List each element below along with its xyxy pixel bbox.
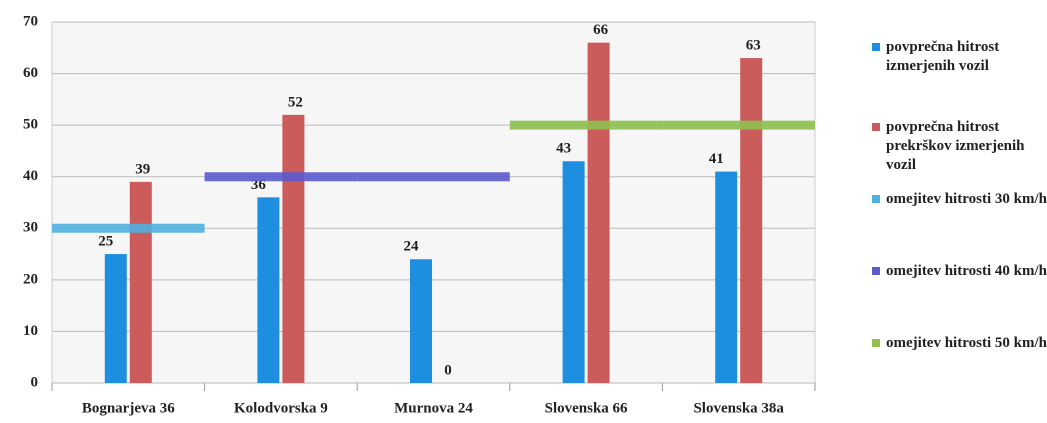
- data-label: 41: [709, 151, 724, 167]
- data-label: 24: [404, 239, 420, 255]
- x-tick-label: Bognarjeva 36: [82, 400, 175, 416]
- legend-swatch: [872, 267, 880, 275]
- y-tick-label: 40: [23, 168, 38, 184]
- plot-area: [51, 21, 816, 384]
- data-label: 25: [98, 234, 113, 250]
- legend-entry: omejitev hitrosti 30 km/h: [872, 190, 1047, 209]
- y-tick-label: 60: [23, 65, 38, 81]
- legend-swatch: [872, 123, 880, 131]
- bar: [587, 42, 610, 383]
- bar: [715, 171, 738, 383]
- chart: 0 10 20 30 40 50 60 70 Bognarjeva 36 Kolodvorska …: [23, 13, 816, 416]
- data-label: 39: [135, 161, 150, 177]
- y-tick-label: 30: [23, 220, 38, 236]
- bar: [410, 259, 432, 383]
- legend-label: omejitev hitrosti 30 km/h: [886, 191, 1047, 207]
- bar: [104, 254, 127, 383]
- bar: [257, 197, 280, 383]
- legend-label: povprečna hitrost izmerjenih vozil: [886, 39, 1000, 74]
- legend-swatch: [872, 195, 880, 203]
- x-tick-label: Kolodvorska 9: [234, 400, 328, 416]
- legend-label: omejitev hitrosti 50 km/h: [886, 335, 1047, 351]
- y-tick-label: 70: [23, 13, 38, 29]
- x-tick-label: Slovenska 38a: [693, 400, 784, 416]
- y-tick-label: 50: [23, 117, 38, 133]
- legend-label: omejitev hitrosti 40 km/h: [886, 263, 1047, 279]
- y-tick-label: 10: [23, 323, 38, 339]
- legend-entry: povprečna hitrost prekrškov izmerjenih v…: [872, 118, 1047, 175]
- y-tick-label: 0: [31, 374, 39, 390]
- data-label: 52: [288, 94, 303, 110]
- y-tick-label: 20: [23, 271, 38, 287]
- legend-swatch: [872, 339, 880, 347]
- bar: [282, 114, 305, 383]
- legend-swatch: [872, 43, 880, 51]
- x-tick-label: Murnova 24: [394, 400, 473, 416]
- legend-entry: omejitev hitrosti 40 km/h: [872, 262, 1047, 281]
- bar: [740, 58, 763, 383]
- data-label: 66: [593, 22, 609, 38]
- legend-label: povprečna hitrost prekrškov izmerjenih v…: [886, 119, 1025, 173]
- data-label: 43: [556, 141, 571, 157]
- x-tick-label: Slovenska 66: [545, 400, 628, 416]
- bar: [562, 161, 585, 383]
- data-label: 63: [746, 38, 761, 54]
- legend-entry: povprečna hitrost izmerjenih vozil: [872, 38, 1047, 76]
- data-label: 0: [444, 362, 452, 378]
- bar: [129, 181, 152, 383]
- legend-entry: omejitev hitrosti 50 km/h: [872, 334, 1047, 353]
